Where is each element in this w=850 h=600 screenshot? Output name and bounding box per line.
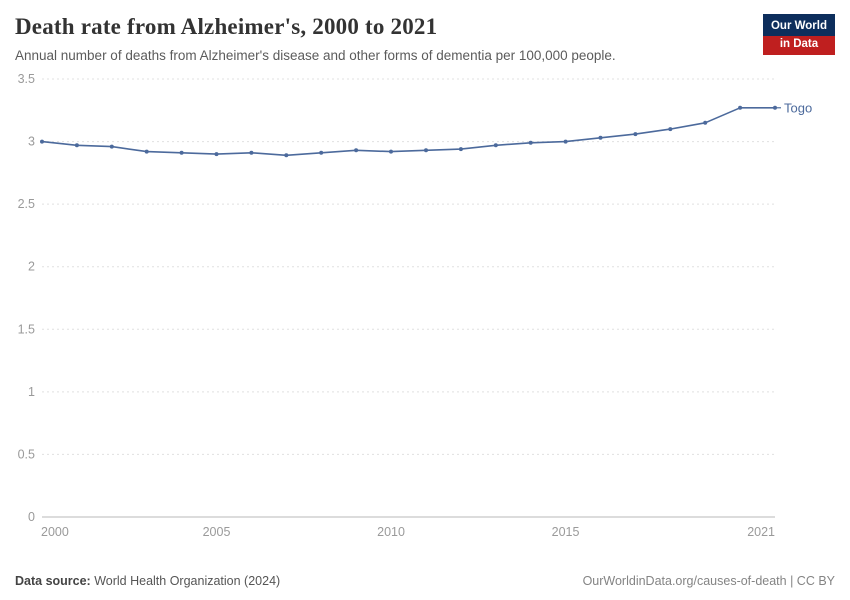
credit-link[interactable]: OurWorldinData.org/causes-of-death | CC … <box>582 574 835 588</box>
chart-footer: Data source: World Health Organization (… <box>0 574 850 588</box>
logo-line-2: in Data <box>762 35 835 55</box>
data-point[interactable] <box>598 135 603 140</box>
y-tick-label: 1 <box>28 385 35 399</box>
data-point[interactable] <box>738 105 743 110</box>
data-point[interactable] <box>563 139 568 144</box>
data-point[interactable] <box>40 139 44 144</box>
data-point[interactable] <box>354 148 359 153</box>
series-end-label[interactable]: Togo <box>784 100 812 115</box>
data-point[interactable] <box>249 150 254 155</box>
y-tick-label: 0.5 <box>18 447 35 461</box>
data-point[interactable] <box>493 143 498 148</box>
data-point[interactable] <box>528 140 533 145</box>
series-line-togo[interactable] <box>41 106 776 157</box>
y-tick-label: 2 <box>28 260 35 274</box>
data-point[interactable] <box>319 150 324 155</box>
data-point[interactable] <box>633 132 638 137</box>
y-tick-label: 0 <box>28 510 35 524</box>
y-tick-label: 2.5 <box>18 197 35 211</box>
data-point[interactable] <box>74 143 79 148</box>
data-point[interactable] <box>389 149 393 154</box>
line-chart-canvas[interactable]: 0 0.5 1 1.5 2 2.5 3 3.5 2000 2005 2010 2015 2021 Togo <box>0 65 850 548</box>
data-point[interactable] <box>144 149 149 154</box>
data-point[interactable] <box>773 105 777 110</box>
y-tick-label: 1.5 <box>18 322 35 336</box>
data-source-text: World Health Organization (2024) <box>90 574 281 588</box>
data-point[interactable] <box>179 150 184 155</box>
x-tick-label: 2005 <box>203 525 231 539</box>
data-source: Data source: World Health Organization (… <box>15 574 280 588</box>
chart-header: Death rate from Alzheimer's, 2000 to 202… <box>0 0 850 63</box>
chart-title: Death rate from Alzheimer's, 2000 to 202… <box>15 14 438 39</box>
x-tick-label: 2000 <box>41 525 69 539</box>
x-tick-label: 2010 <box>377 525 405 539</box>
data-point[interactable] <box>458 147 463 152</box>
data-point[interactable] <box>668 127 673 132</box>
data-point[interactable] <box>424 148 428 153</box>
data-source-label: Data source: <box>15 574 91 588</box>
data-point[interactable] <box>703 120 708 125</box>
y-tick-label: 3.5 <box>18 72 35 86</box>
data-point[interactable] <box>214 152 219 157</box>
owid-logo[interactable]: Our World in Data <box>762 14 835 55</box>
y-tick-label: 3 <box>28 135 35 149</box>
data-point[interactable] <box>284 153 289 158</box>
x-tick-label: 2015 <box>552 525 580 539</box>
line-chart-svg[interactable]: 0 0.5 1 1.5 2 2.5 3 3.5 2000 2005 2010 2015 2021 Togo <box>0 65 850 543</box>
header-text: Death rate from Alzheimer's, 2000 to 202… <box>15 14 616 63</box>
chart-subtitle: Annual number of deaths from Alzheimer's… <box>15 48 616 63</box>
logo-line-1: Our World <box>770 20 827 32</box>
data-point[interactable] <box>109 144 114 149</box>
x-tick-label: 2021 <box>747 525 775 539</box>
